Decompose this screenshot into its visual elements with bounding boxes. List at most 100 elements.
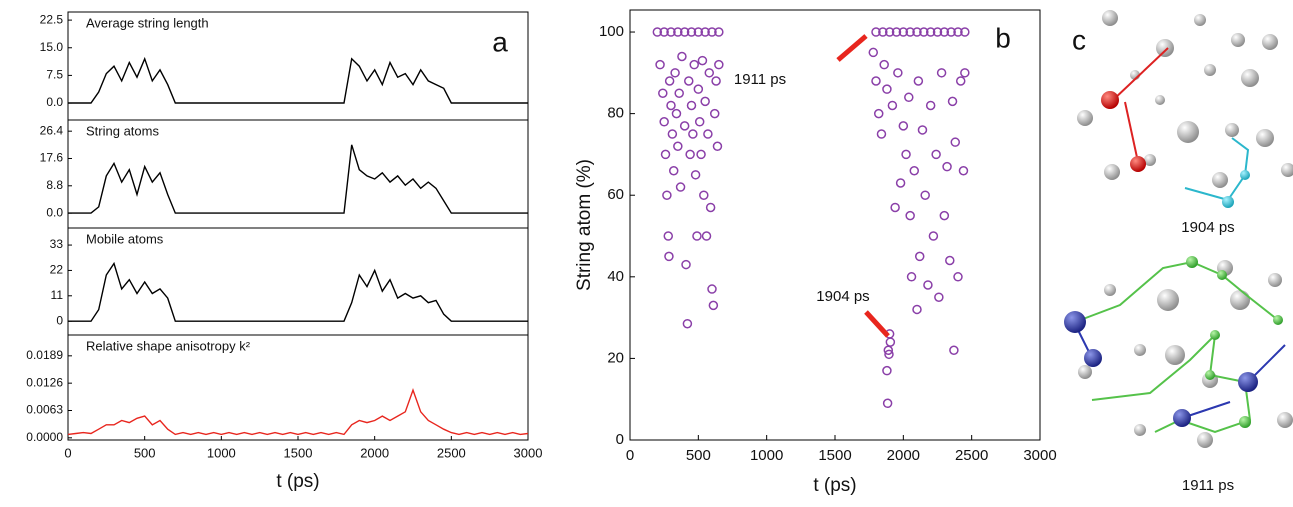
y-tick-label: 7.5 bbox=[46, 68, 63, 82]
point bbox=[703, 129, 713, 139]
point bbox=[697, 55, 708, 66]
y-tick-label: 22.5 bbox=[40, 12, 64, 26]
point bbox=[904, 92, 914, 103]
point bbox=[707, 284, 717, 294]
point bbox=[701, 231, 712, 241]
point bbox=[960, 68, 970, 78]
point bbox=[928, 231, 939, 241]
point bbox=[663, 231, 674, 241]
x-tick-label: 2000 bbox=[887, 447, 920, 464]
point bbox=[696, 149, 706, 160]
point bbox=[667, 129, 678, 139]
point bbox=[909, 165, 920, 176]
x-tick-label: 2500 bbox=[955, 447, 988, 464]
point bbox=[700, 27, 710, 37]
x-axis-label: t (ps) bbox=[276, 471, 319, 492]
point bbox=[945, 255, 955, 266]
point bbox=[662, 190, 672, 200]
x-tick-label: 1500 bbox=[284, 445, 313, 460]
subplot-title: Relative shape anisotropy k² bbox=[86, 338, 251, 353]
x-tick-label: 1000 bbox=[750, 447, 783, 464]
panel-label: b bbox=[995, 22, 1011, 53]
point bbox=[878, 27, 888, 37]
point bbox=[882, 365, 892, 376]
point bbox=[953, 272, 963, 282]
point bbox=[939, 210, 950, 221]
point bbox=[655, 59, 665, 70]
point bbox=[690, 170, 701, 180]
point bbox=[942, 161, 952, 172]
point bbox=[898, 27, 909, 37]
x-tick-label: 3000 bbox=[514, 445, 543, 460]
point bbox=[684, 76, 694, 86]
y-tick-label: 8.8 bbox=[46, 178, 63, 192]
point bbox=[873, 108, 884, 119]
x-axis-label: t (ps) bbox=[813, 475, 856, 496]
y-tick-label: 0.0 bbox=[46, 95, 63, 109]
point bbox=[659, 117, 669, 127]
point bbox=[686, 100, 697, 111]
x-tick-label: 2000 bbox=[360, 445, 389, 460]
annotation-arrow bbox=[864, 310, 890, 338]
point bbox=[674, 88, 684, 98]
point bbox=[692, 231, 702, 241]
point bbox=[884, 349, 894, 360]
subplot-title: String atoms bbox=[86, 123, 159, 138]
point bbox=[923, 280, 933, 290]
point bbox=[914, 251, 925, 262]
y-tick-label: 0.0063 bbox=[26, 403, 63, 417]
point bbox=[682, 318, 693, 329]
point bbox=[707, 27, 717, 37]
panel-label: c bbox=[1072, 24, 1086, 55]
y-tick-label: 22 bbox=[50, 263, 64, 277]
y-tick-label: 33 bbox=[50, 237, 64, 251]
point bbox=[887, 100, 898, 111]
point bbox=[898, 121, 909, 131]
point bbox=[882, 84, 892, 94]
point bbox=[693, 84, 704, 94]
point bbox=[958, 165, 969, 176]
point bbox=[953, 27, 963, 37]
point bbox=[673, 27, 683, 37]
point bbox=[901, 149, 911, 160]
y-tick-label: 0.0000 bbox=[26, 430, 63, 444]
point bbox=[699, 190, 709, 200]
point bbox=[712, 141, 723, 152]
point bbox=[882, 398, 893, 409]
point bbox=[946, 27, 956, 37]
y-tick-label: 0.0 bbox=[46, 205, 63, 219]
point bbox=[932, 27, 943, 37]
point bbox=[925, 27, 936, 37]
point bbox=[673, 141, 683, 152]
y-tick-label: 80 bbox=[607, 105, 624, 122]
data-line bbox=[68, 261, 528, 322]
caption: 1911 ps bbox=[1182, 477, 1234, 494]
panel-label: a bbox=[492, 26, 508, 57]
point bbox=[939, 27, 950, 37]
x-tick-label: 2500 bbox=[437, 445, 466, 460]
y-tick-label: 26.4 bbox=[40, 123, 64, 137]
y-tick-label: 15.0 bbox=[40, 40, 64, 54]
x-tick-label: 500 bbox=[134, 445, 156, 460]
x-tick-label: 3000 bbox=[1023, 447, 1056, 464]
x-tick-label: 1000 bbox=[207, 445, 236, 460]
y-tick-label: 0 bbox=[56, 313, 63, 327]
point bbox=[679, 121, 690, 131]
point bbox=[664, 251, 674, 262]
point bbox=[681, 259, 691, 270]
point bbox=[912, 27, 922, 37]
point bbox=[879, 59, 889, 70]
caption: 1904 ps bbox=[1181, 219, 1234, 236]
y-tick-label: 0 bbox=[616, 431, 624, 448]
point bbox=[947, 96, 958, 107]
point bbox=[891, 27, 902, 37]
point bbox=[679, 27, 690, 37]
point bbox=[936, 68, 947, 78]
point bbox=[659, 27, 669, 37]
point bbox=[871, 76, 881, 86]
plot-frame bbox=[629, 9, 1041, 441]
point bbox=[876, 129, 887, 139]
y-tick-label: 40 bbox=[607, 268, 624, 285]
y-tick-label: 60 bbox=[607, 186, 624, 203]
